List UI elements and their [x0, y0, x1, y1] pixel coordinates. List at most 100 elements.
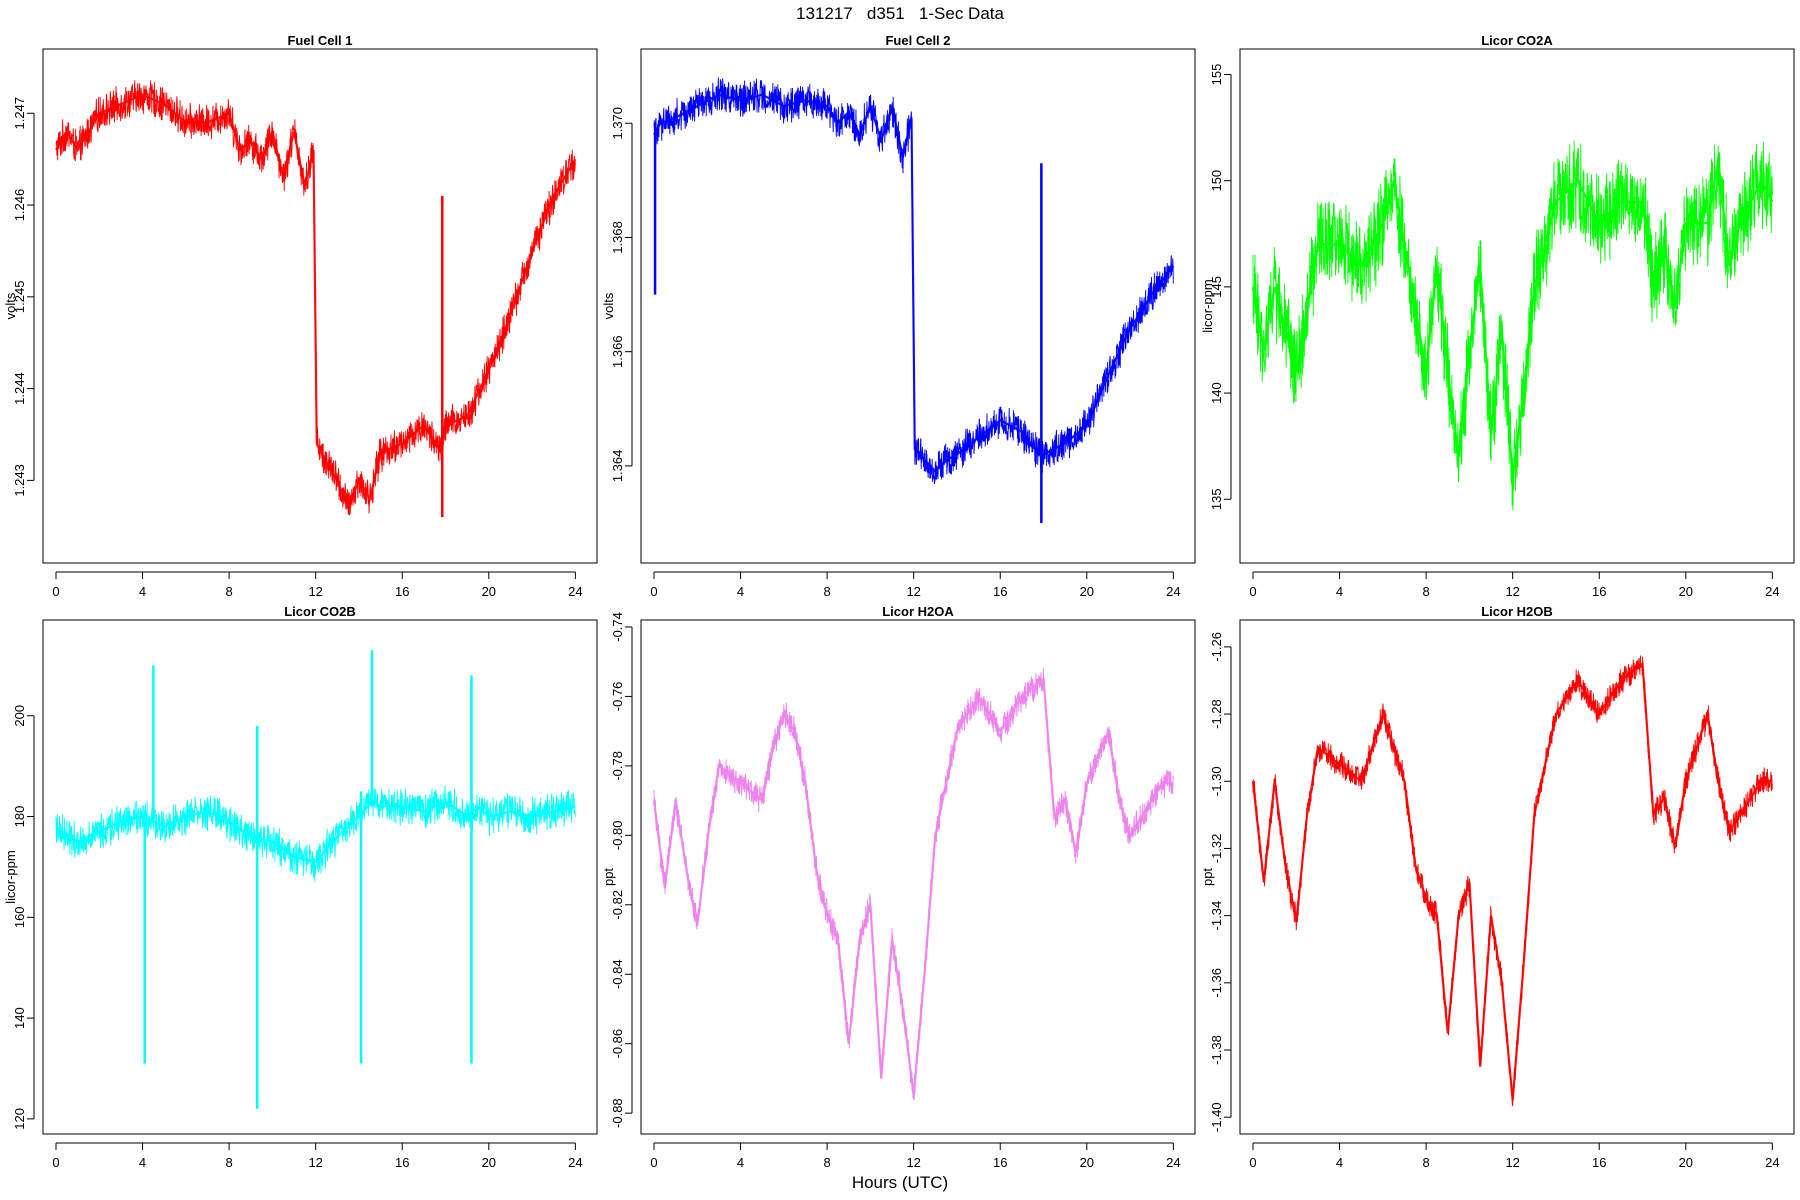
x-axis-label: Hours (UTC)	[852, 1173, 948, 1192]
x-tick-label: 16	[993, 584, 1007, 599]
x-tick-label: 20	[1080, 1155, 1094, 1170]
x-tick-label: 20	[1679, 1155, 1693, 1170]
x-tick-label: 20	[1080, 584, 1094, 599]
x-tick-label: 4	[139, 1155, 146, 1170]
x-tick-label: 0	[52, 584, 59, 599]
x-tick-label: 24	[1765, 1155, 1779, 1170]
x-tick-label: 8	[823, 1155, 830, 1170]
y-tick-label: 1.244	[12, 372, 27, 405]
series-group	[1251, 655, 1773, 1107]
y-tick-label: -1.36	[1209, 968, 1224, 998]
x-tick-label: 24	[568, 1155, 582, 1170]
y-tick-label: 150	[1209, 170, 1224, 192]
y-tick-label: -0.82	[610, 890, 625, 920]
y-tick-label: 1.247	[12, 97, 27, 130]
x-tick-label: 16	[1592, 584, 1606, 599]
y-tick-label: 1.366	[610, 335, 625, 368]
y-tick-label: 120	[12, 1108, 27, 1130]
x-tick-label: 8	[225, 584, 232, 599]
chart-panel: Licor H2OB ppt 0 4 8 12 16 20 24 -1.40 -1.38 -1.36 -…	[1200, 604, 1795, 1170]
panel-title: Licor CO2B	[284, 604, 356, 619]
panel-title: Licor H2OA	[882, 604, 954, 619]
series-trend-line	[1251, 661, 1773, 1101]
y-tick-label: -0.74	[610, 612, 625, 642]
x-tick-label: 24	[1765, 584, 1779, 599]
y-tick-label: -0.88	[610, 1098, 625, 1128]
y-tick-label: 155	[1209, 64, 1224, 86]
x-tick-label: 0	[1249, 584, 1256, 599]
y-tick-label: 180	[12, 806, 27, 828]
y-tick-label: 145	[1209, 276, 1224, 298]
y-tick-label: -0.86	[610, 1029, 625, 1059]
y-axis-label: licor-ppm	[1200, 279, 1215, 332]
y-tick-label: -1.32	[1209, 834, 1224, 864]
x-tick-label: 4	[1336, 1155, 1343, 1170]
y-axis-label: volts	[3, 292, 18, 319]
plot-frame	[1239, 48, 1795, 564]
y-axis-label: ppt	[1200, 868, 1215, 886]
y-tick-label: -0.80	[610, 821, 625, 851]
series-trend-line	[652, 676, 1174, 1096]
plot-frame	[42, 48, 598, 564]
series-line	[1252, 655, 1773, 1107]
y-tick-label: -1.40	[1209, 1102, 1224, 1132]
x-tick-label: 4	[139, 584, 146, 599]
y-tick-label: 1.245	[12, 281, 27, 314]
series-group	[652, 667, 1174, 1101]
y-tick-label: -0.78	[610, 751, 625, 781]
panel-title: Fuel Cell 1	[287, 33, 352, 48]
x-tick-label: 8	[225, 1155, 232, 1170]
chart-panel: Licor H2OA ppt 0 4 8 12 16 20 24 -0.88 -0.86 -0.84 -…	[601, 604, 1196, 1170]
series-trend-line	[653, 93, 1175, 474]
y-tick-label: 1.370	[610, 107, 625, 140]
x-tick-label: 16	[395, 1155, 409, 1170]
chart-panel: Licor CO2A licor-ppm 0 4 8 12 16 20 24 135 140 145 1…	[1200, 33, 1795, 599]
y-tick-label: 135	[1209, 488, 1224, 510]
x-tick-label: 4	[737, 1155, 744, 1170]
page-title: 131217 d351 1-Sec Data	[796, 4, 1004, 23]
y-tick-label: -1.28	[1209, 699, 1224, 729]
y-tick-label: 1.246	[12, 189, 27, 222]
x-tick-label: 4	[1336, 584, 1343, 599]
x-tick-label: 12	[1505, 1155, 1519, 1170]
y-axis-label: licor-ppm	[3, 850, 18, 903]
x-tick-label: 4	[737, 584, 744, 599]
y-tick-label: 160	[12, 906, 27, 928]
y-tick-label: 1.243	[12, 464, 27, 497]
y-tick-label: -1.38	[1209, 1035, 1224, 1065]
y-tick-label: 1.364	[610, 450, 625, 483]
series-group	[55, 80, 577, 518]
x-tick-label: 12	[308, 1155, 322, 1170]
y-tick-label: -0.84	[610, 959, 625, 989]
series-trend-line	[55, 799, 576, 864]
x-tick-label: 0	[52, 1155, 59, 1170]
x-tick-label: 24	[568, 584, 582, 599]
chart-panels: Fuel Cell 1 volts 0 4 8 12 16 20 24 1.243 1.244 1.2…	[3, 33, 1795, 1170]
series-group	[55, 650, 576, 1109]
x-tick-label: 0	[1249, 1155, 1256, 1170]
chart-panel: Fuel Cell 1 volts 0 4 8 12 16 20 24 1.243 1.244 1.2…	[3, 33, 598, 599]
series-line	[1252, 140, 1773, 511]
x-tick-label: 16	[993, 1155, 1007, 1170]
x-tick-label: 0	[650, 584, 657, 599]
x-tick-label: 12	[906, 1155, 920, 1170]
y-axis-label: ppt	[601, 868, 616, 886]
x-tick-label: 20	[482, 584, 496, 599]
x-tick-label: 16	[395, 584, 409, 599]
panel-title: Licor H2OB	[1481, 604, 1553, 619]
x-tick-label: 24	[1166, 584, 1180, 599]
y-tick-label: -1.30	[1209, 766, 1224, 796]
y-tick-label: -1.34	[1209, 901, 1224, 931]
series-trend-line	[55, 93, 577, 511]
x-tick-label: 12	[1505, 584, 1519, 599]
x-tick-label: 20	[482, 1155, 496, 1170]
x-tick-label: 24	[1166, 1155, 1180, 1170]
plot-frame	[640, 619, 1196, 1135]
x-tick-label: 0	[650, 1155, 657, 1170]
x-tick-label: 16	[1592, 1155, 1606, 1170]
x-tick-label: 12	[308, 584, 322, 599]
y-tick-label: -1.26	[1209, 632, 1224, 662]
x-tick-label: 20	[1679, 584, 1693, 599]
y-tick-label: -0.76	[610, 682, 625, 712]
